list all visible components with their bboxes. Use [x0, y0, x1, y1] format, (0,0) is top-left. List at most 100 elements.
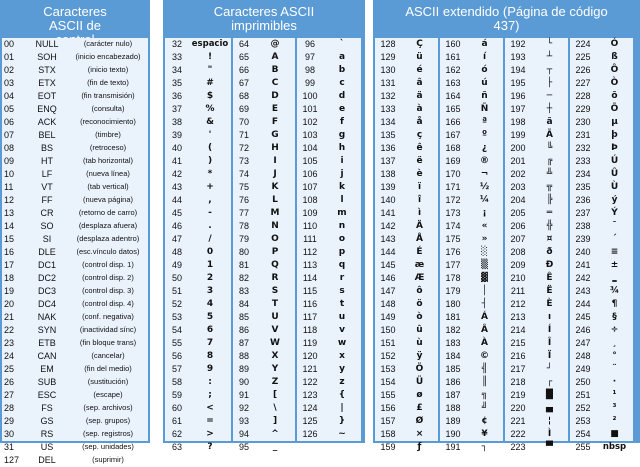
char-glyph: ´: [612, 234, 617, 244]
printable-row: 87 W: [233, 337, 295, 350]
control-panel: Caracteres ASCII de control 00NULL(carác…: [0, 0, 150, 465]
extended-row: 220 ▄: [505, 402, 568, 415]
char-glyph: Y: [271, 364, 279, 374]
code-number: 141: [380, 208, 396, 218]
char-glyph: ç: [416, 130, 423, 140]
char-glyph: 8: [206, 351, 214, 361]
code-number: 248: [575, 351, 591, 361]
extended-row: 136 ê: [375, 142, 438, 155]
extended-row: 143 Å: [375, 233, 438, 246]
printable-row: 92 \: [233, 402, 295, 415]
code-number: 76: [238, 195, 249, 205]
code-number: 187: [445, 390, 461, 400]
extended-row: 170 ¬: [440, 168, 503, 181]
char-glyph: v: [339, 325, 345, 335]
code-number: 46: [171, 221, 182, 231]
code-number: 103: [302, 130, 318, 140]
char-glyph: 5: [206, 312, 214, 322]
extended-row: 225 ß: [570, 51, 633, 64]
code-number: 102: [302, 117, 318, 127]
char-glyph: r: [339, 273, 345, 283]
code-number: 198: [510, 117, 526, 127]
char-glyph: ý: [611, 195, 618, 205]
code-number: 231: [575, 130, 591, 140]
control-row: 11 VT (tab vertical): [2, 181, 148, 194]
control-abbr: VT: [41, 182, 53, 192]
char-glyph: ü: [416, 52, 423, 62]
char-glyph: l: [340, 195, 344, 205]
code-number: 62: [171, 429, 182, 439]
char-glyph: 2: [206, 273, 214, 283]
char-glyph: ù: [416, 338, 423, 348]
code-number: 116: [302, 299, 318, 309]
extended-row: 135 ç: [375, 129, 438, 142]
code-number: 49: [171, 260, 182, 270]
code-number: 150: [380, 325, 396, 335]
control-abbr: NAK: [37, 312, 57, 322]
code-number: 157: [380, 416, 396, 426]
code-number: 232: [575, 143, 591, 153]
char-glyph: X: [271, 351, 279, 361]
code-number: 110: [302, 221, 318, 231]
control-row: 29 GS (sep. grupos): [2, 415, 148, 428]
code-number: 65: [238, 52, 249, 62]
code-number: 24: [4, 351, 15, 361]
char-glyph: ║: [481, 377, 488, 387]
extended-row: 128 Ç: [375, 38, 438, 51]
code-number: 175: [445, 234, 461, 244]
control-description: (tab vertical): [87, 182, 129, 191]
control-row: 00 NULL (carácter nulo): [2, 38, 148, 51]
code-number: 54: [171, 325, 182, 335]
code-number: 155: [380, 390, 396, 400]
extended-title: ASCII extendido (Página de código 437): [405, 4, 608, 33]
char-glyph: Õ: [610, 104, 619, 114]
char-glyph: 9: [206, 364, 214, 374]
control-description: (inicio encabezado): [75, 52, 141, 61]
extended-row: 242 ‗: [570, 272, 633, 285]
char-glyph: [: [272, 390, 278, 400]
control-description: (fin del medio): [84, 364, 132, 373]
code-number: 69: [238, 104, 249, 114]
char-glyph: ¯: [612, 221, 617, 231]
extended-row: 150 û: [375, 324, 438, 337]
printable-row: 72 H: [233, 142, 295, 155]
char-glyph: /: [208, 234, 212, 244]
char-glyph: î: [417, 195, 422, 205]
code-number: 164: [445, 91, 461, 101]
code-number: 07: [4, 130, 15, 140]
code-number: 66: [238, 65, 249, 75]
control-abbr: CAN: [37, 351, 57, 361]
control-row: 17 DC1 (control disp. 1): [2, 259, 148, 272]
code-number: 89: [238, 364, 249, 374]
code-number: 190: [445, 429, 461, 439]
extended-row: 167 º: [440, 129, 503, 142]
char-glyph: k: [339, 182, 345, 192]
control-description: (control disp. 2): [82, 273, 134, 282]
printable-row: 123 {: [297, 389, 361, 402]
code-number: 230: [575, 117, 591, 127]
code-number: 55: [171, 338, 182, 348]
printable-row: 122 z: [297, 376, 361, 389]
char-glyph: Ò: [610, 78, 619, 88]
char-glyph: ú: [481, 78, 488, 88]
extended-row: 148 ö: [375, 298, 438, 311]
char-glyph: d: [338, 91, 346, 101]
printable-row: 71 G: [233, 129, 295, 142]
printable-row: 48 0: [165, 246, 231, 259]
control-row: 08 BS (retroceso): [2, 142, 148, 155]
control-row: 26 SUB (sustitución): [2, 376, 148, 389]
code-number: 77: [238, 208, 249, 218]
char-glyph: ä: [416, 91, 423, 101]
code-number: 15: [4, 234, 15, 244]
char-glyph: S: [271, 286, 279, 296]
code-number: 137: [380, 156, 396, 166]
char-glyph: g: [338, 130, 346, 140]
code-number: 145: [380, 260, 396, 270]
code-number: 222: [510, 429, 526, 439]
control-row: 27 ESC (escape): [2, 389, 148, 402]
code-number: 44: [171, 195, 182, 205]
printable-row: 109 m: [297, 207, 361, 220]
printable-row: 74 J: [233, 168, 295, 181]
code-number: 136: [380, 143, 396, 153]
printable-row: 44,: [165, 194, 231, 207]
